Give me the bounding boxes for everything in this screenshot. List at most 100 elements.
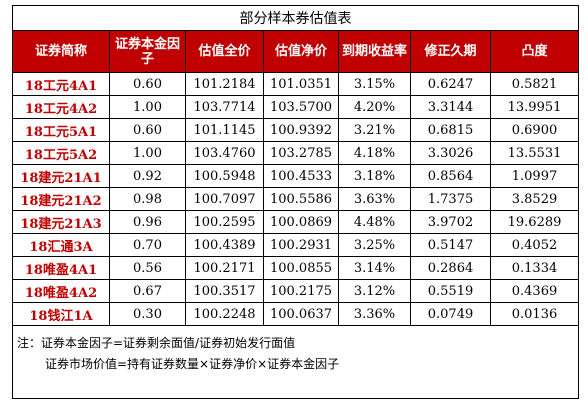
cell-net-price: 100.2931 xyxy=(263,233,339,257)
cell-convexity: 3.8529 xyxy=(489,187,580,211)
cell-name: 18建元21A3 xyxy=(12,210,110,234)
cell-net-price: 100.2175 xyxy=(263,279,339,303)
table-row: 18工元5A1 0.60 101.1145 100.9392 3.21% 0.6815 0.… xyxy=(12,118,580,142)
cell-convexity: 0.4052 xyxy=(489,233,580,257)
table-row: 18工元4A2 1.00 103.7714 103.5700 4.20% 3.3144 13… xyxy=(12,95,580,119)
cell-duration: 3.3144 xyxy=(410,95,491,119)
cell-ytm: 4.20% xyxy=(338,95,411,119)
header-row: 证券简称 证券本金因子 估值全价 估值净价 到期收益率 修正久期 凸度 xyxy=(12,30,580,73)
cell-ytm: 4.18% xyxy=(338,141,411,165)
cell-name: 18工元5A1 xyxy=(12,118,110,142)
cell-convexity: 0.0136 xyxy=(489,302,580,326)
cell-name: 18唯盈4A2 xyxy=(12,279,110,303)
cell-convexity: 0.4369 xyxy=(489,279,580,303)
cell-net-price: 100.4533 xyxy=(263,164,339,188)
cell-factor: 0.67 xyxy=(109,279,186,303)
table-row: 18建元21A2 0.98 100.7097 100.5586 3.63% 1.7375 3… xyxy=(12,187,580,211)
cell-duration: 0.2864 xyxy=(410,256,491,280)
cell-net-price: 100.0855 xyxy=(263,256,339,280)
valuation-table: 部分样本券估值表 证券简称 证券本金因子 估值全价 估值净价 到期收益率 修正久… xyxy=(11,5,580,399)
cell-convexity: 1.0997 xyxy=(489,164,580,188)
cell-convexity: 13.9951 xyxy=(489,95,580,119)
cell-ytm: 3.36% xyxy=(338,302,411,326)
table-row: 18工元4A1 0.60 101.2184 101.0351 3.15% 0.6247 0.… xyxy=(12,72,580,96)
cell-factor: 0.98 xyxy=(109,187,186,211)
table-row: 18唯盈4A1 0.56 100.2171 100.0855 3.14% 0.2864 0.… xyxy=(12,256,580,280)
cell-factor: 0.30 xyxy=(109,302,186,326)
cell-ytm: 3.12% xyxy=(338,279,411,303)
cell-name: 18汇通3A xyxy=(12,233,110,257)
cell-convexity: 13.5531 xyxy=(489,141,580,165)
cell-net-price: 100.0869 xyxy=(263,210,339,234)
cell-factor: 0.96 xyxy=(109,210,186,234)
cell-factor: 0.60 xyxy=(109,118,186,142)
cell-ytm: 3.63% xyxy=(338,187,411,211)
cell-full-price: 103.7714 xyxy=(185,95,264,119)
cell-full-price: 103.4760 xyxy=(185,141,264,165)
cell-ytm: 3.14% xyxy=(338,256,411,280)
cell-net-price: 103.5700 xyxy=(263,95,339,119)
cell-full-price: 100.2171 xyxy=(185,256,264,280)
valuation-sheet: 部分样本券估值表 证券简称 证券本金因子 估值全价 估值净价 到期收益率 修正久… xyxy=(11,5,580,399)
cell-factor: 0.60 xyxy=(109,72,186,96)
cell-name: 18工元5A2 xyxy=(12,141,110,165)
note-line-2: 证券市场价值=持有证券数量×证券净价×证券本金因子 xyxy=(45,357,340,371)
cell-factor: 0.92 xyxy=(109,164,186,188)
cell-full-price: 100.7097 xyxy=(185,187,264,211)
cell-name: 18工元4A2 xyxy=(12,95,110,119)
table-title: 部分样本券估值表 xyxy=(11,5,580,31)
cell-net-price: 100.9392 xyxy=(263,118,339,142)
cell-ytm: 3.25% xyxy=(338,233,411,257)
cell-convexity: 0.6900 xyxy=(489,118,580,142)
cell-full-price: 100.5948 xyxy=(185,164,264,188)
cell-duration: 0.8564 xyxy=(410,164,491,188)
cell-full-price: 100.4389 xyxy=(185,233,264,257)
header-convexity: 凸度 xyxy=(489,30,580,73)
cell-name: 18工元4A1 xyxy=(12,72,110,96)
cell-ytm: 4.48% xyxy=(338,210,411,234)
cell-duration: 0.0749 xyxy=(410,302,491,326)
cell-factor: 0.70 xyxy=(109,233,186,257)
cell-ytm: 3.21% xyxy=(338,118,411,142)
header-duration: 修正久期 xyxy=(410,30,491,73)
cell-duration: 0.6247 xyxy=(410,72,491,96)
cell-factor: 1.00 xyxy=(109,141,186,165)
table-row: 18建元21A3 0.96 100.2595 100.0869 4.48% 3.9702 1… xyxy=(12,210,580,234)
cell-net-price: 100.5586 xyxy=(263,187,339,211)
cell-convexity: 0.5821 xyxy=(489,72,580,96)
cell-duration: 0.6815 xyxy=(410,118,491,142)
cell-factor: 1.00 xyxy=(109,95,186,119)
header-ytm: 到期收益率 xyxy=(338,30,411,73)
table-row: 18建元21A1 0.92 100.5948 100.4533 3.18% 0.8564 1… xyxy=(12,164,580,188)
cell-full-price: 100.2248 xyxy=(185,302,264,326)
cell-net-price: 103.2785 xyxy=(263,141,339,165)
cell-full-price: 101.1145 xyxy=(185,118,264,142)
cell-duration: 3.3026 xyxy=(410,141,491,165)
cell-convexity: 19.6289 xyxy=(489,210,580,234)
cell-name: 18钱江1A xyxy=(12,302,110,326)
cell-name: 18唯盈4A1 xyxy=(12,256,110,280)
cell-ytm: 3.18% xyxy=(338,164,411,188)
notes-cell: 注：证券本金因子=证券剩余面值/证券初始发行面值 证券市场价值=持有证券数量×证… xyxy=(11,325,580,399)
cell-net-price: 100.0637 xyxy=(263,302,339,326)
cell-convexity: 0.1334 xyxy=(489,256,580,280)
cell-name: 18建元21A2 xyxy=(12,187,110,211)
cell-duration: 1.7375 xyxy=(410,187,491,211)
cell-factor: 0.56 xyxy=(109,256,186,280)
cell-full-price: 100.3517 xyxy=(185,279,264,303)
cell-net-price: 101.0351 xyxy=(263,72,339,96)
table-row: 18钱江1A 0.30 100.2248 100.0637 3.36% 0.0749 0.0… xyxy=(12,302,580,326)
cell-ytm: 3.15% xyxy=(338,72,411,96)
table-row: 18唯盈4A2 0.67 100.3517 100.2175 3.12% 0.5519 0.… xyxy=(12,279,580,303)
header-full-price: 估值全价 xyxy=(185,30,264,73)
cell-duration: 0.5147 xyxy=(410,233,491,257)
table-row: 18工元5A2 1.00 103.4760 103.2785 4.18% 3.3026 13… xyxy=(12,141,580,165)
note-line-1: 注：证券本金因子=证券剩余面值/证券初始发行面值 xyxy=(17,336,296,350)
header-name: 证券简称 xyxy=(12,30,110,73)
table-row: 18汇通3A 0.70 100.4389 100.2931 3.25% 0.5147 0.4… xyxy=(12,233,580,257)
cell-name: 18建元21A1 xyxy=(12,164,110,188)
cell-duration: 3.9702 xyxy=(410,210,491,234)
cell-duration: 0.5519 xyxy=(410,279,491,303)
header-factor: 证券本金因子 xyxy=(109,30,186,73)
cell-full-price: 100.2595 xyxy=(185,210,264,234)
